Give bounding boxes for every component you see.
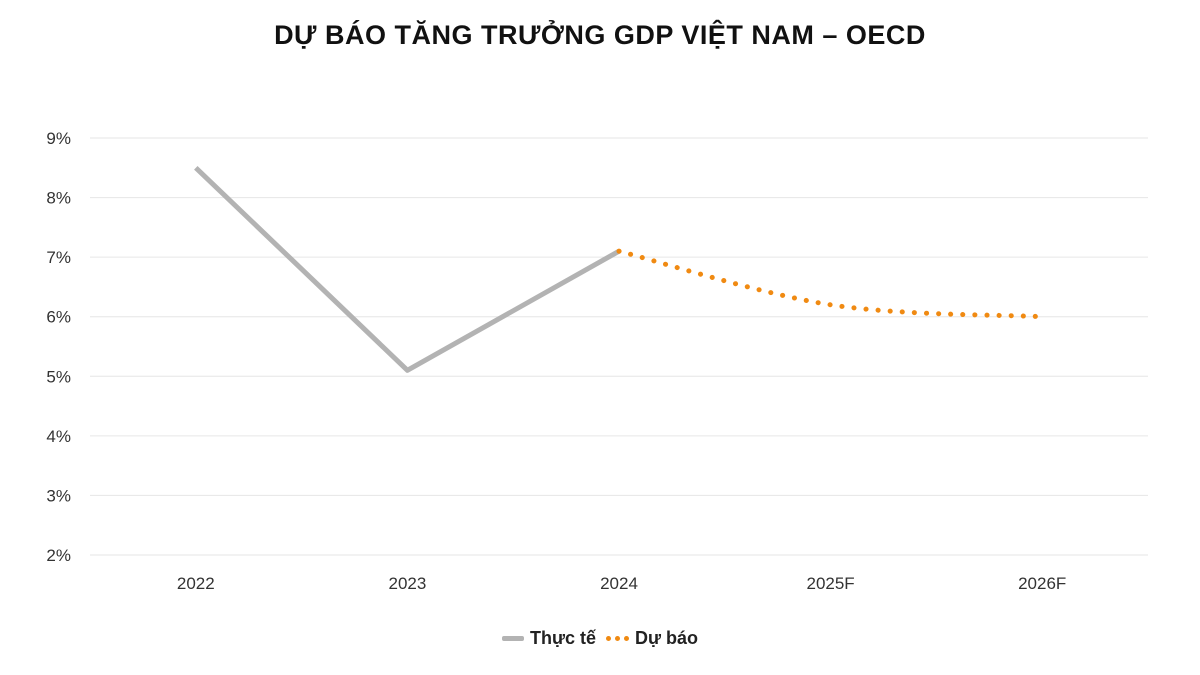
legend-swatch-forecast — [606, 636, 629, 641]
series-line-actual — [194, 165, 621, 373]
gridlines — [90, 137, 1148, 556]
y-tick-label: 3% — [46, 486, 71, 505]
x-tick-label: 2026F — [1018, 574, 1066, 593]
x-tick-label: 2023 — [388, 574, 426, 593]
series-line-forecast — [616, 248, 1045, 320]
legend-label-actual: Thực tế — [529, 628, 596, 648]
y-tick-label: 4% — [46, 427, 71, 446]
x-tick-label: 2024 — [600, 574, 638, 593]
y-tick-label: 6% — [46, 308, 71, 327]
y-tick-label: 5% — [46, 367, 71, 386]
chart-title: DỰ BÁO TĂNG TRƯỞNG GDP VIỆT NAM – OECD — [274, 20, 926, 50]
legend-swatch-actual — [501, 636, 524, 641]
legend: Thực tế Dự báo — [0, 628, 1200, 649]
x-tick-label: 2025F — [806, 574, 854, 593]
y-tick-label: 2% — [46, 546, 71, 565]
series-lines — [194, 165, 1045, 373]
x-axis-ticks: 2022 2023 2024 2025F 2026F — [177, 574, 1066, 593]
y-axis-ticks: 2% 3% 4% 5% 6% 7% 8% 9% — [46, 129, 71, 565]
y-tick-label: 8% — [46, 189, 71, 208]
y-tick-label: 9% — [46, 129, 71, 148]
legend-label-forecast: Dự báo — [635, 628, 699, 648]
y-tick-label: 7% — [46, 248, 71, 267]
x-tick-label: 2022 — [177, 574, 215, 593]
legend-item-forecast: Dự báo — [606, 628, 698, 649]
legend-item-actual: Thực tế — [501, 628, 596, 649]
